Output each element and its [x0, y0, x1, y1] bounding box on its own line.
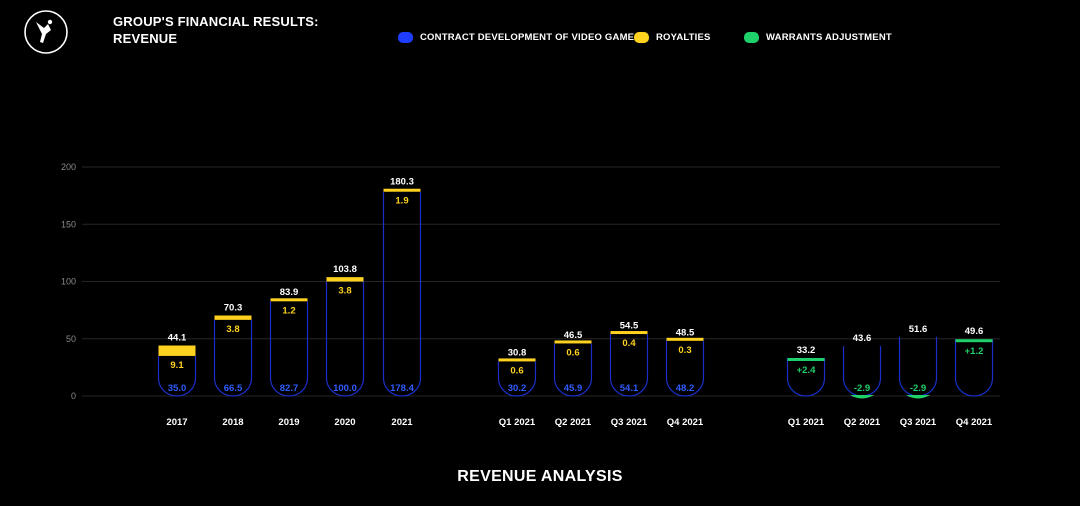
contract-value-label: 35.0 — [168, 383, 187, 394]
total-label: 48.5 — [676, 327, 695, 338]
total-label: 54.5 — [620, 321, 639, 332]
x-tick-label: Q3 2021 — [900, 417, 937, 428]
contract-bar — [609, 334, 649, 397]
total-label: 83.9 — [280, 287, 299, 298]
contract-value-label: 66.5 — [224, 383, 243, 394]
total-label: 180.3 — [390, 177, 414, 188]
x-tick-label: Q2 2021 — [555, 417, 592, 428]
contract-bar — [213, 319, 253, 397]
royalties-value-label: 0.4 — [622, 338, 636, 349]
royalties-value-label: 3.8 — [338, 286, 351, 297]
contract-bar — [665, 340, 705, 397]
total-label: 49.6 — [965, 326, 984, 337]
contract-value-label: 30.2 — [508, 383, 527, 394]
warrants-value-label: -2.9 — [910, 383, 926, 394]
royalties-bar — [610, 331, 648, 335]
contract-bar — [157, 355, 197, 397]
x-tick-label: Q4 2021 — [667, 417, 704, 428]
total-label: 46.5 — [564, 330, 583, 341]
page-title: GROUP'S FINANCIAL RESULTS: REVENUE — [113, 13, 319, 47]
legend-swatch-contract — [398, 32, 413, 43]
legend-label-warrants: WARRANTS ADJUSTMENT — [766, 32, 892, 43]
x-tick-label: Q4 2021 — [956, 417, 993, 428]
warrants-bar — [850, 395, 874, 399]
footer-title: REVENUE ANALYSIS — [457, 468, 623, 485]
royalties-bar — [383, 188, 421, 192]
y-tick-label: 0 — [71, 391, 76, 401]
royalties-value-label: 1.2 — [282, 305, 295, 316]
title-line-1: GROUP'S FINANCIAL RESULTS: — [113, 14, 319, 29]
warrants-value-label: -2.9 — [854, 383, 870, 394]
y-tick-label: 150 — [61, 219, 76, 229]
royalties-bar — [498, 358, 536, 362]
legend-item-royalties: ROYALTIES — [634, 32, 711, 43]
chart-legend: CONTRACT DEVELOPMENT OF VIDEO GAMES ROYA… — [0, 32, 1080, 50]
revenue-outline-bar — [786, 357, 826, 397]
total-label: 30.8 — [508, 348, 527, 359]
warrants-bar — [787, 357, 825, 361]
x-tick-label: 2021 — [391, 417, 413, 428]
contract-value-label: 178.4 — [390, 383, 414, 394]
total-label: 44.1 — [168, 333, 187, 344]
royalties-value-label: 0.3 — [678, 345, 691, 356]
royalties-bar — [554, 340, 592, 344]
x-tick-label: 2020 — [334, 417, 355, 428]
legend-swatch-royalties — [634, 32, 649, 43]
x-tick-label: Q2 2021 — [844, 417, 881, 428]
legend-label-royalties: ROYALTIES — [656, 32, 711, 43]
total-label: 103.8 — [333, 264, 357, 275]
x-tick-label: 2018 — [222, 417, 243, 428]
contract-value-label: 54.1 — [620, 383, 639, 394]
title-line-2: REVENUE — [113, 31, 178, 46]
x-tick-label: Q3 2021 — [611, 417, 648, 428]
legend-swatch-warrants — [744, 32, 759, 43]
revenue-outline-bar — [954, 339, 994, 397]
royalties-value-label: 1.9 — [395, 196, 408, 207]
royalties-bar — [270, 298, 308, 302]
contract-bar — [497, 361, 537, 397]
warrants-bar — [906, 395, 930, 399]
royalties-value-label: 3.8 — [226, 324, 239, 335]
warrants-value-label: +1.2 — [965, 346, 984, 357]
warrants-value-label: +2.4 — [797, 365, 816, 376]
contract-bar — [553, 343, 593, 397]
total-label: 43.6 — [853, 333, 872, 344]
royalties-bar — [214, 315, 252, 320]
royalties-bar — [158, 345, 196, 356]
y-tick-label: 100 — [61, 277, 76, 287]
warrants-bar — [955, 339, 993, 343]
contract-value-label: 45.9 — [564, 383, 583, 394]
y-tick-label: 50 — [66, 334, 76, 344]
contract-bar — [382, 191, 422, 397]
royalties-value-label: 9.1 — [170, 360, 184, 371]
x-tick-label: 2019 — [278, 417, 299, 428]
royalties-bar — [326, 277, 364, 282]
royalties-value-label: 0.6 — [510, 365, 523, 376]
royalties-value-label: 0.6 — [566, 347, 579, 358]
y-tick-label: 200 — [61, 162, 76, 172]
contract-bar — [269, 301, 309, 397]
total-label: 70.3 — [224, 303, 243, 314]
contract-value-label: 48.2 — [676, 383, 695, 394]
contract-value-label: 82.7 — [280, 383, 299, 394]
x-tick-label: 2017 — [166, 417, 187, 428]
legend-label-contract: CONTRACT DEVELOPMENT OF VIDEO GAMES — [420, 32, 641, 43]
royalties-bar — [666, 337, 704, 341]
legend-item-contract: CONTRACT DEVELOPMENT OF VIDEO GAMES — [398, 32, 641, 43]
total-label: 51.6 — [909, 324, 928, 335]
x-tick-label: Q1 2021 — [499, 417, 536, 428]
total-label: 33.2 — [797, 345, 816, 356]
legend-item-warrants: WARRANTS ADJUSTMENT — [744, 32, 892, 43]
contract-value-label: 100.0 — [333, 383, 357, 394]
x-tick-label: Q1 2021 — [788, 417, 825, 428]
people-can-fly-logo — [24, 10, 68, 54]
contract-bar — [325, 281, 365, 397]
